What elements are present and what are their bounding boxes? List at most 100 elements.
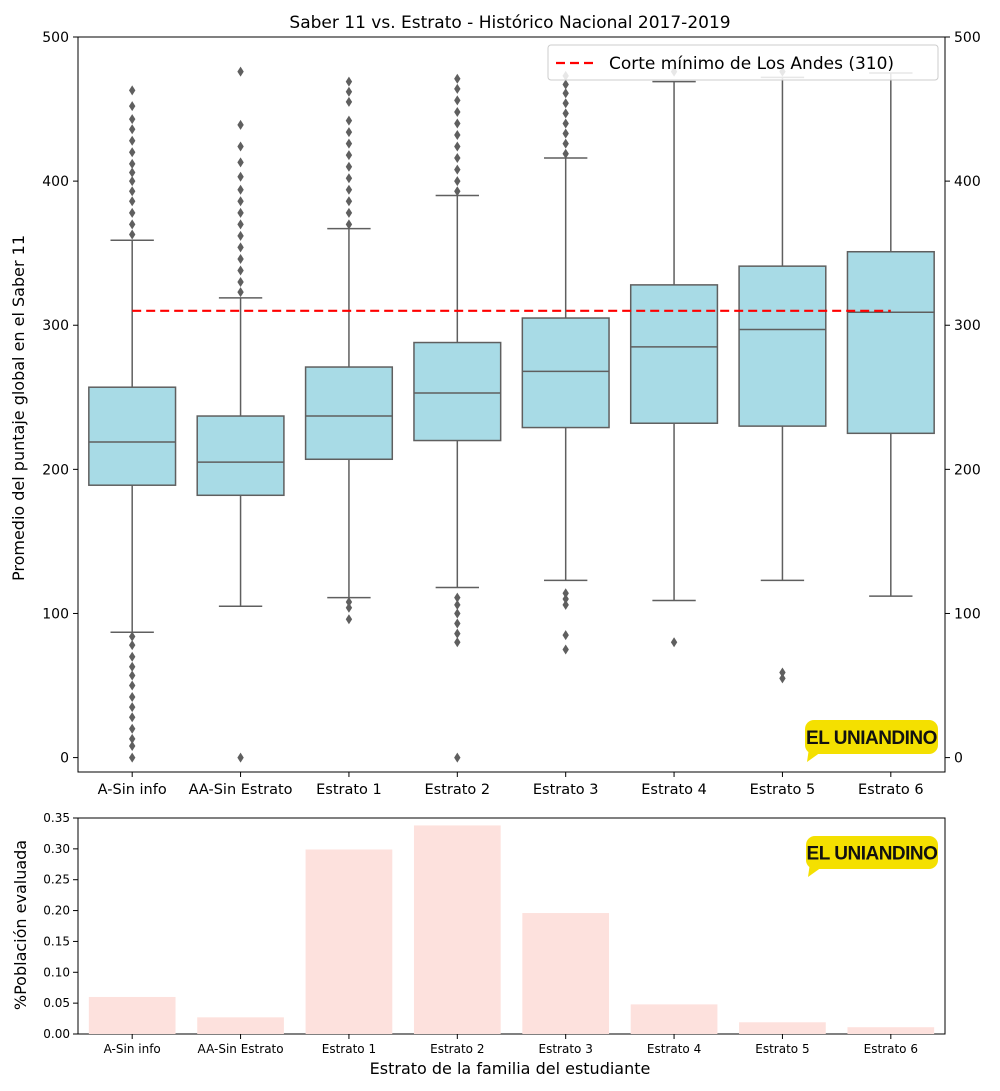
y-tick-label-left: 200 [42,462,69,478]
box-2 [196,66,285,763]
bar-x-tick-label: Estrato 3 [539,1042,593,1056]
outlier-point [562,79,569,90]
bar-watermark-logo: EL UNIANDINO [806,836,938,877]
y-tick-label-left: 100 [42,606,69,622]
outlier-point [128,631,136,642]
outlier-point [345,173,353,184]
bar-y-tick-label: 0.20 [43,904,70,918]
outlier-point [128,114,136,125]
bar [739,1022,826,1034]
outlier-point [562,108,569,119]
outlier-point [454,118,461,129]
bar-x-tick-label: AA-Sin Estrato [198,1042,284,1056]
outlier-point [454,73,461,84]
x-tick-label: Estrato 2 [424,782,490,798]
outlier-point [454,130,461,140]
bar [305,849,393,1034]
outlier-point [128,219,136,230]
outlier-point [237,184,244,195]
outlier-point [345,161,353,172]
watermark-logo-text: EL UNIANDINO [806,728,937,749]
box-8 [846,72,935,597]
y-tick-label-left: 500 [42,30,69,46]
y-tick-label-left: 300 [42,318,69,334]
outlier-point [345,150,353,161]
bar-x-tick-label: Estrato 4 [647,1042,701,1056]
bar-x-tick-label: Estrato 6 [864,1042,918,1056]
box-iqr [846,250,935,435]
bar-x-tick-label: Estrato 2 [430,1042,484,1056]
outlier-point [454,637,461,648]
outlier-point [345,138,353,149]
outlier-point [345,614,353,625]
outlier-point [454,83,461,94]
bar [88,996,176,1034]
bar-y-tick-label: 0.25 [43,873,70,887]
outlier-point [562,98,569,109]
outlier-point [128,680,136,691]
outlier-point [128,176,136,187]
outlier-point [454,95,461,106]
outlier-point [237,265,244,276]
box-iqr [304,366,394,461]
box-iqr [88,386,177,486]
outlier-point [128,702,136,713]
box-iqr [629,284,719,424]
outlier-point [237,253,244,264]
outlier-point [237,752,244,763]
watermark-logo: EL UNIANDINO [805,720,938,762]
bar-y-tick-label: 0.15 [43,934,70,948]
y-tick-label-right: 0 [954,751,963,767]
outlier-point [454,618,461,629]
outlier-point [562,594,569,605]
outlier-point [128,723,136,734]
watermark-logo-bubble [805,720,938,754]
outlier-point [562,630,569,641]
y-tick-label-right: 200 [954,462,981,478]
y-tick-label-right: 300 [954,318,981,334]
y-tick-label-right: 500 [954,30,981,46]
outlier-point [454,164,461,175]
outlier-point [779,673,786,684]
outlier-point [454,106,461,117]
outlier-point [562,118,569,129]
outlier-point [237,242,244,253]
bar-y-tick-label: 0.10 [43,965,70,979]
bar [847,1027,935,1034]
box-iqr [413,341,502,442]
outlier-point [454,141,461,152]
outlier-point [454,176,461,187]
box-plot-frame [77,36,946,773]
outlier-point [128,661,136,672]
bar-y-axis-label: %Población evaluada [11,840,30,1010]
y-axis-label: Promedio del puntaje global en el Saber … [9,235,28,581]
bar-watermark-logo-text: EL UNIANDINO [807,844,938,865]
outlier-point [454,752,461,763]
outlier-point [128,85,136,96]
x-tick-label: Estrato 5 [750,782,816,798]
box-iqr [738,265,827,427]
bar-y-tick-label: 0.30 [43,842,70,856]
x-tick-label: Estrato 3 [533,782,599,798]
outlier-point [128,741,136,752]
bar-y-tick-label: 0.35 [43,811,70,825]
box-1 [88,85,177,763]
outlier-point [454,628,461,639]
outlier-point [345,115,353,126]
chart-title: Saber 11 vs. Estrato - Histórico Naciona… [289,13,730,33]
outlier-point [562,148,569,159]
box-iqr [196,415,285,497]
outlier-point [562,88,569,99]
outlier-point [128,651,136,662]
outlier-point [237,157,244,168]
outlier-point [345,219,353,230]
outlier-point [128,158,136,169]
x-tick-label: Estrato 6 [858,782,924,798]
outlier-point [454,153,461,164]
x-tick-label: A-Sin info [98,782,167,798]
outlier-point [237,219,244,230]
outlier-point [237,196,244,207]
outlier-point [237,230,244,241]
outlier-point [345,207,353,218]
